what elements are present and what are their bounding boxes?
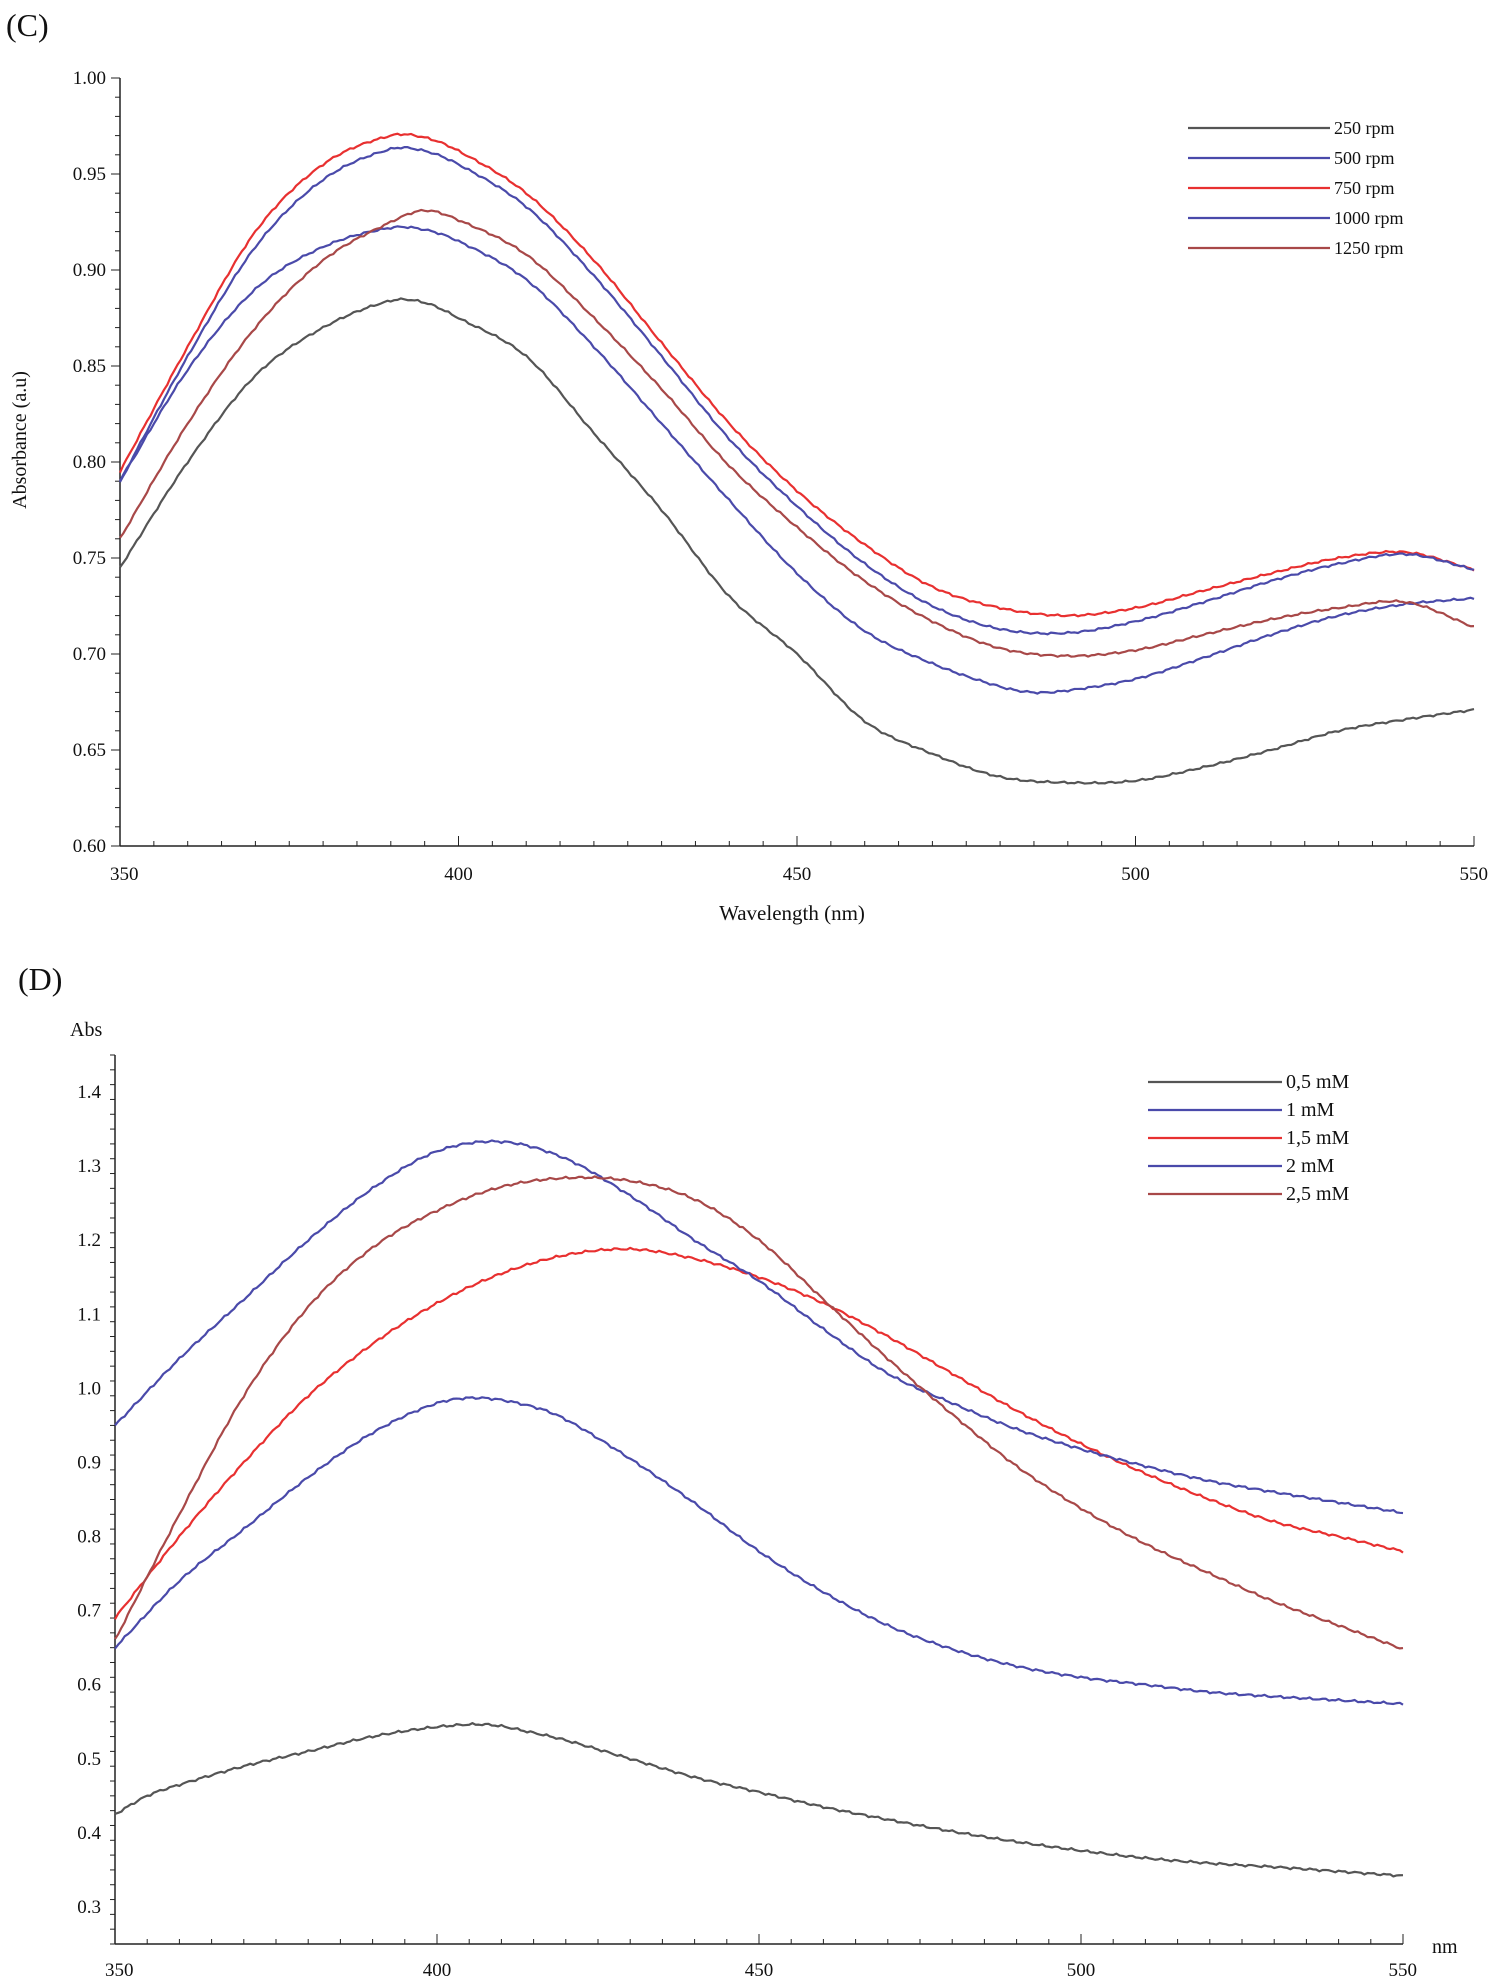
y-tick-label: 1.1 bbox=[77, 1304, 101, 1325]
y-tick-label: 0.95 bbox=[73, 164, 106, 185]
legend-label: 2,5 mM bbox=[1286, 1183, 1350, 1205]
x-tick-label: 400 bbox=[444, 864, 473, 885]
chart-panel-d: (D) Abs nm 0.3 0.4 0.5 0.6 0.7 0.8 0.9 1.0 1.1 1.… bbox=[18, 961, 1458, 1981]
series-line-1000-rpm bbox=[119, 146, 1475, 636]
series-line-1-mm bbox=[114, 1396, 1404, 1706]
legend-c: 250 rpm 500 rpm 750 rpm 1000 rpm 1250 rpm bbox=[1188, 118, 1404, 258]
series-line-750-rpm bbox=[118, 132, 1475, 618]
series-line-250-rpm bbox=[119, 297, 1475, 785]
series-line-2-mm bbox=[114, 1139, 1404, 1515]
series-group-c bbox=[118, 132, 1475, 785]
x-ticks-c: 350 400 450 500 550 bbox=[110, 836, 1488, 885]
y-tick-label: 0.8 bbox=[77, 1527, 101, 1548]
y-tick-label: 0.75 bbox=[73, 548, 106, 569]
series-line-1-5-mm bbox=[114, 1246, 1404, 1620]
y-tick-label: 0.3 bbox=[77, 1897, 101, 1918]
x-axis-label-d: nm bbox=[1432, 1936, 1458, 1958]
x-tick-label: 500 bbox=[1121, 864, 1150, 885]
legend-label: 1,5 mM bbox=[1286, 1127, 1350, 1149]
series-group-d bbox=[114, 1139, 1404, 1878]
y-tick-label: 0.85 bbox=[73, 356, 106, 377]
x-ticks-d: 350 400 450 500 550 bbox=[105, 1934, 1417, 1981]
y-tick-label: 0.7 bbox=[77, 1601, 101, 1622]
series-line-1250-rpm bbox=[119, 208, 1475, 658]
legend-label: 2 mM bbox=[1286, 1155, 1335, 1177]
series-line-2-5-mm bbox=[114, 1175, 1404, 1650]
y-tick-label: 1.00 bbox=[73, 68, 106, 89]
legend-label: 250 rpm bbox=[1334, 118, 1395, 138]
legend-label: 1000 rpm bbox=[1334, 208, 1404, 228]
x-tick-label: 350 bbox=[110, 864, 139, 885]
y-tick-label: 0.6 bbox=[77, 1675, 101, 1696]
series-line-0-5-mm bbox=[114, 1721, 1404, 1878]
y-axis-label-c: Absorbance (a.u) bbox=[9, 371, 31, 509]
y-ticks-d: 0.3 0.4 0.5 0.6 0.7 0.8 0.9 1.0 1.1 1.2 1.3 1.4 bbox=[77, 1054, 115, 1945]
y-tick-label: 0.65 bbox=[73, 740, 106, 761]
y-tick-label: 0.5 bbox=[77, 1749, 101, 1770]
x-tick-label: 350 bbox=[105, 1960, 134, 1981]
legend-label: 1 mM bbox=[1286, 1099, 1335, 1121]
y-tick-label: 0.80 bbox=[73, 452, 106, 473]
x-tick-label: 500 bbox=[1067, 1960, 1096, 1981]
y-tick-label: 1.2 bbox=[77, 1230, 101, 1251]
y-ticks-c: 0.60 0.65 0.70 0.75 0.80 0.85 0.90 0.95 1.00 bbox=[73, 68, 120, 857]
y-tick-label: 1.4 bbox=[77, 1082, 101, 1103]
y-tick-label: 0.4 bbox=[77, 1823, 101, 1844]
x-tick-label: 550 bbox=[1389, 1960, 1418, 1981]
y-tick-label: 1.3 bbox=[77, 1156, 101, 1177]
legend-label: 500 rpm bbox=[1334, 148, 1395, 168]
y-tick-label: 0.90 bbox=[73, 260, 106, 281]
panel-label-d: (D) bbox=[18, 961, 62, 997]
y-tick-label: 1.0 bbox=[77, 1378, 101, 1399]
x-tick-label: 450 bbox=[783, 864, 812, 885]
series-line-500-rpm bbox=[119, 225, 1475, 695]
x-tick-label: 550 bbox=[1460, 864, 1489, 885]
y-axis-label-d: Abs bbox=[70, 1019, 102, 1041]
legend-label: 750 rpm bbox=[1334, 178, 1395, 198]
legend-d: 0,5 mM 1 mM 1,5 mM 2 mM 2,5 mM bbox=[1148, 1071, 1350, 1205]
x-axis-label-c: Wavelength (nm) bbox=[719, 901, 865, 925]
x-tick-label: 450 bbox=[745, 1960, 774, 1981]
x-tick-label: 400 bbox=[423, 1960, 452, 1981]
y-tick-label: 0.70 bbox=[73, 644, 106, 665]
chart-panel-c: (C) Absorbance (a.u) Wavelength (nm) 0.6… bbox=[6, 7, 1488, 925]
y-tick-label: 0.60 bbox=[73, 836, 106, 857]
legend-label: 1250 rpm bbox=[1334, 238, 1404, 258]
panel-label-c: (C) bbox=[6, 7, 49, 43]
y-tick-label: 0.9 bbox=[77, 1452, 101, 1473]
legend-label: 0,5 mM bbox=[1286, 1071, 1350, 1093]
